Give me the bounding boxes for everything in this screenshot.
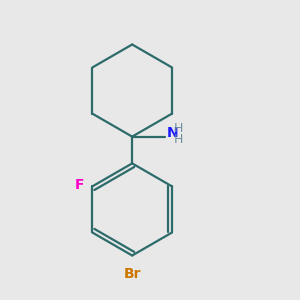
Text: N: N <box>166 126 178 140</box>
Text: H: H <box>174 122 183 135</box>
Text: F: F <box>74 178 84 192</box>
Text: Br: Br <box>123 267 141 281</box>
Text: H: H <box>174 133 183 146</box>
